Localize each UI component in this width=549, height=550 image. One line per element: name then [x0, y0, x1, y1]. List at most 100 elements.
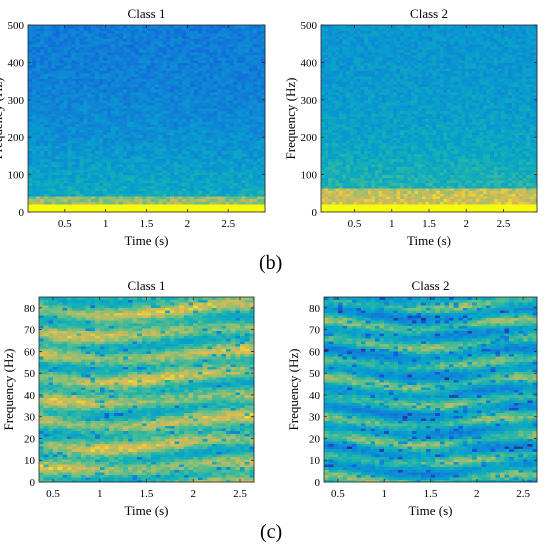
heatmap-cell [186, 158, 191, 162]
heatmap-cell [63, 179, 69, 184]
heatmap-cell [375, 179, 380, 184]
heatmap-cell [51, 113, 57, 117]
heatmap-cell [193, 102, 199, 106]
heatmap-cell [501, 201, 506, 205]
heatmap-cell [158, 123, 163, 128]
heatmap-cell [249, 195, 254, 200]
heatmap-cell [39, 57, 45, 61]
heatmap-cell [95, 155, 100, 160]
heatmap-cell [233, 153, 238, 157]
heatmap-cell [439, 198, 444, 202]
heatmap-cell [71, 145, 76, 149]
heatmap-cell [475, 209, 480, 213]
heatmap-cell [522, 203, 527, 208]
heatmap-cell [95, 54, 100, 58]
heatmap-cell [99, 155, 104, 160]
heatmap-cell [130, 30, 136, 34]
heatmap-cell [186, 201, 191, 205]
heatmap-cell [28, 126, 33, 130]
heatmap-cell [342, 209, 347, 213]
heatmap-cell [213, 153, 219, 157]
heatmap-cell [407, 209, 412, 213]
heatmap-cell [182, 33, 187, 37]
heatmap-cell [138, 171, 144, 176]
heatmap-cell [87, 43, 92, 47]
heatmap-cell [150, 142, 155, 146]
heatmap-cell [245, 59, 250, 63]
heatmap-cell [468, 179, 473, 184]
heatmap-cell [241, 86, 246, 90]
heatmap-cell [162, 163, 167, 168]
heatmap-cell [79, 123, 84, 128]
heatmap-cell [103, 113, 108, 117]
heatmap-cell [241, 131, 246, 136]
heatmap-cell [245, 142, 250, 146]
heatmap-cell [75, 41, 80, 45]
heatmap-cell [47, 166, 53, 170]
heatmap-cell [178, 62, 183, 66]
heatmap-cell [110, 190, 116, 194]
heatmap-cell [107, 163, 112, 168]
heatmap-cell [221, 179, 227, 184]
heatmap-cell [110, 155, 116, 160]
heatmap-cell [107, 121, 112, 125]
heatmap-cell [150, 198, 155, 202]
heatmap-cell [91, 57, 96, 61]
heatmap-cell [79, 59, 84, 63]
heatmap-cell [241, 177, 246, 181]
heatmap-cell [193, 195, 199, 200]
heatmap-cell [154, 110, 159, 114]
heatmap-cell [63, 203, 69, 208]
heatmap-cell [51, 115, 57, 120]
heatmap-cell [511, 206, 516, 210]
heatmap-cell [43, 70, 49, 74]
heatmap-cell [189, 145, 195, 149]
heatmap-cell [35, 73, 41, 77]
heatmap-cell [154, 51, 159, 55]
heatmap-cell [429, 182, 434, 186]
heatmap-cell [142, 195, 148, 200]
heatmap-cell [209, 91, 215, 96]
heatmap-cell [331, 187, 336, 192]
heatmap-cell [241, 102, 246, 106]
heatmap-cell [79, 94, 84, 98]
heatmap-cell [71, 107, 76, 112]
heatmap-cell [43, 187, 49, 192]
heatmap-cell [197, 195, 203, 200]
heatmap-cell [99, 171, 104, 176]
heatmap-cell [468, 206, 473, 210]
heatmap-cell [162, 193, 167, 197]
heatmap-cell [450, 195, 455, 200]
heatmap-cell [257, 115, 262, 120]
heatmap-cell [189, 161, 195, 165]
heatmap-cell [217, 89, 223, 93]
heatmap-cell [35, 126, 41, 130]
heatmap-cell [110, 209, 116, 213]
heatmap-cell [468, 190, 473, 194]
heatmap-cell [403, 190, 408, 194]
heatmap-cell [245, 145, 250, 149]
heatmap-cell [522, 201, 527, 205]
heatmap-cell [225, 206, 231, 210]
heatmap-cell [35, 118, 41, 122]
heatmap-cell [182, 203, 187, 208]
heatmap-cell [83, 203, 88, 208]
heatmap-cell [229, 94, 234, 98]
heatmap-cell [39, 59, 45, 63]
heatmap-cell [154, 182, 159, 186]
heatmap-cell [134, 30, 140, 34]
heatmap-cell [197, 166, 203, 170]
heatmap-cell [186, 91, 191, 96]
heatmap-cell [166, 86, 171, 90]
heatmap-cell [504, 203, 509, 208]
heatmap-cell [158, 78, 163, 82]
heatmap-cell [59, 190, 65, 194]
heatmap-cell [237, 150, 242, 154]
heatmap-cell [429, 198, 434, 202]
heatmap-cell [28, 94, 33, 98]
heatmap-cell [83, 97, 88, 101]
heatmap-cell [221, 121, 227, 125]
heatmap-cell [99, 182, 104, 186]
heatmap-cell [346, 201, 351, 205]
heatmap-cell [174, 73, 179, 77]
